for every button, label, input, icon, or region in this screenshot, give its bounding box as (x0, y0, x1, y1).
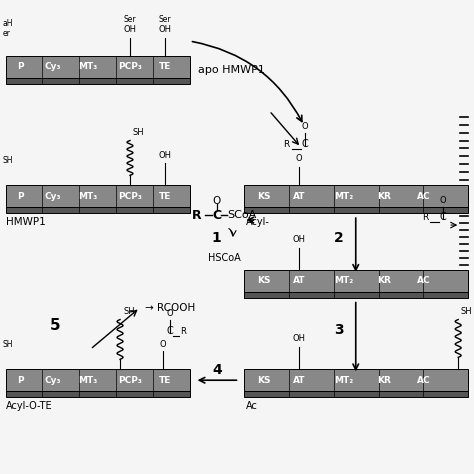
Bar (245, 207, 468, 213)
Text: O: O (440, 196, 447, 205)
Text: TE: TE (159, 63, 171, 72)
Bar (6, 56, 190, 78)
Text: 3: 3 (334, 323, 344, 337)
Text: PCP₃: PCP₃ (118, 376, 142, 385)
Text: er: er (3, 29, 10, 38)
Text: 4: 4 (212, 363, 222, 377)
Bar (245, 185, 468, 207)
Text: KR: KR (377, 276, 391, 285)
Text: TE: TE (159, 376, 171, 385)
Text: Ser: Ser (158, 15, 171, 24)
Text: KS: KS (257, 276, 271, 285)
Text: Acyl-: Acyl- (246, 217, 270, 227)
Text: 1: 1 (211, 231, 221, 245)
Text: P: P (17, 63, 24, 72)
Text: SH: SH (3, 156, 13, 165)
Text: C: C (301, 139, 309, 149)
Text: O: O (302, 122, 308, 130)
Text: AC: AC (417, 276, 430, 285)
Text: MT₃: MT₃ (79, 376, 98, 385)
Text: O: O (296, 155, 302, 164)
Text: O: O (159, 340, 166, 349)
Text: O: O (166, 309, 173, 318)
Text: PCP₃: PCP₃ (118, 191, 142, 201)
Text: O: O (212, 196, 220, 206)
Text: MT₂: MT₂ (334, 376, 354, 385)
Text: → RCOOH: → RCOOH (145, 302, 195, 313)
Text: 5: 5 (50, 318, 61, 333)
Text: aH: aH (3, 19, 13, 28)
Text: AT: AT (293, 276, 305, 285)
Text: SH: SH (123, 307, 135, 316)
Text: SCoA: SCoA (228, 210, 257, 220)
Text: SH: SH (133, 128, 145, 137)
Text: HMWP1: HMWP1 (6, 217, 46, 227)
Text: AC: AC (417, 376, 430, 385)
Text: AT: AT (293, 376, 305, 385)
Text: TE: TE (159, 191, 171, 201)
Text: PCP₃: PCP₃ (118, 63, 142, 72)
Text: OH: OH (124, 25, 137, 34)
Text: OH: OH (292, 335, 306, 344)
Text: KS: KS (257, 376, 271, 385)
Bar (6, 207, 190, 213)
Text: Cy₃: Cy₃ (44, 376, 61, 385)
Text: SH: SH (460, 307, 472, 316)
Text: OH: OH (158, 25, 171, 34)
Text: R: R (180, 328, 186, 337)
Text: SH: SH (3, 340, 13, 349)
Text: Cy₃: Cy₃ (44, 191, 61, 201)
Bar (6, 369, 190, 391)
Text: MT₃: MT₃ (79, 191, 98, 201)
Text: KS: KS (257, 191, 271, 201)
Bar (6, 391, 190, 397)
Text: C: C (440, 212, 447, 222)
Text: R: R (422, 213, 428, 222)
Bar (245, 292, 468, 298)
Text: OH: OH (158, 151, 171, 160)
Bar (245, 369, 468, 391)
Text: C: C (166, 327, 173, 337)
Text: MT₃: MT₃ (79, 63, 98, 72)
Text: R: R (192, 209, 201, 222)
Text: apo HMWP1: apo HMWP1 (198, 65, 264, 75)
Text: HSCoA: HSCoA (208, 253, 241, 263)
Text: MT₂: MT₂ (334, 276, 354, 285)
Text: AT: AT (293, 191, 305, 201)
Text: C: C (212, 209, 221, 222)
Text: Cy₃: Cy₃ (44, 63, 61, 72)
Text: P: P (17, 191, 24, 201)
Bar (6, 78, 190, 84)
Text: AC: AC (417, 191, 430, 201)
Text: MT₂: MT₂ (334, 191, 354, 201)
Bar (6, 185, 190, 207)
Text: P: P (17, 376, 24, 385)
Text: OH: OH (292, 235, 306, 244)
Text: KR: KR (377, 376, 391, 385)
Bar (245, 270, 468, 292)
Text: KR: KR (377, 191, 391, 201)
Text: Acyl-O-TE: Acyl-O-TE (6, 401, 52, 411)
Text: 2: 2 (334, 231, 344, 246)
Text: Ac: Ac (246, 401, 258, 411)
Text: Ser: Ser (124, 15, 137, 24)
Text: R: R (283, 140, 289, 149)
Bar (245, 391, 468, 397)
